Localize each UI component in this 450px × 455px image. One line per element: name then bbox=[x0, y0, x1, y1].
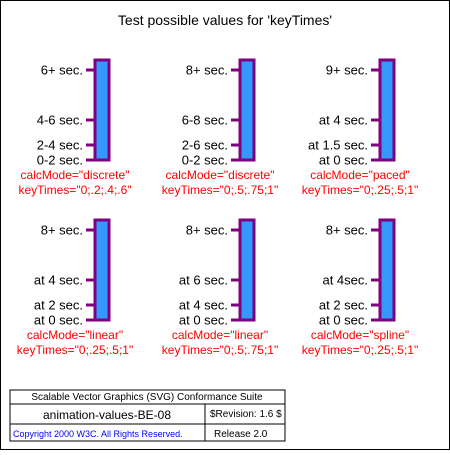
time-label: at 0 sec. bbox=[319, 313, 368, 328]
copyright-link[interactable]: Copyright 2000 W3C. All Rights Reserved. bbox=[13, 429, 183, 439]
value-bar bbox=[238, 58, 256, 162]
value-bar bbox=[378, 218, 396, 322]
time-label: at 0 sec. bbox=[34, 313, 83, 328]
calc-mode-caption: calcMode="discrete" bbox=[166, 168, 275, 182]
time-label: 6-8 sec. bbox=[182, 113, 228, 128]
key-times-caption: keyTimes="0;.25;.5;1" bbox=[302, 343, 418, 357]
time-label: 6+ sec. bbox=[41, 63, 83, 78]
value-bar bbox=[378, 58, 396, 162]
time-label: 2-6 sec. bbox=[182, 138, 228, 153]
conformance-info-box: Scalable Vector Graphics (SVG) Conforman… bbox=[9, 389, 286, 442]
test-panel: 8+ sec. at 6 sec. at 4 sec.at 0 sec.calcMo… bbox=[162, 218, 278, 357]
key-times-caption: keyTimes="0;.25;.5;1" bbox=[17, 343, 133, 357]
info-box-frame bbox=[9, 389, 286, 442]
time-label: at 0 sec. bbox=[179, 313, 228, 328]
calc-mode-caption: calcMode="linear" bbox=[27, 328, 123, 342]
time-label: at 4sec. bbox=[322, 273, 368, 288]
calc-mode-caption: calcMode="linear" bbox=[172, 328, 268, 342]
test-panel: 8+ sec. at 4 sec. at 2 sec.at 0 sec.calcMo… bbox=[17, 218, 133, 357]
key-times-caption: keyTimes="0;.25;.5;1" bbox=[302, 183, 418, 197]
time-label: at 1.5 sec. bbox=[308, 138, 368, 153]
key-times-caption: keyTimes="0;.2;.4;.6" bbox=[18, 183, 131, 197]
time-label: at 4 sec. bbox=[34, 273, 83, 288]
calc-mode-caption: calcMode="spline" bbox=[311, 328, 409, 342]
test-name: animation-values-BE-08 bbox=[43, 408, 171, 422]
time-label: at 4 sec. bbox=[319, 113, 368, 128]
test-panel: 8+ sec. 6-8 sec. 2-6 sec.0-2 sec.calcMode=… bbox=[162, 58, 278, 197]
time-label: 4-6 sec. bbox=[37, 113, 83, 128]
time-label: at 0 sec. bbox=[319, 153, 368, 168]
key-times-caption: keyTimes="0;.5;.75;1" bbox=[162, 343, 278, 357]
test-panel: 6+ sec. 4-6 sec. 2-4 sec.0-2 sec.calcMode=… bbox=[18, 58, 132, 197]
test-panel: 8+ sec. at 4sec. at 2 sec.at 0 sec.calcMod… bbox=[302, 218, 418, 357]
test-panel: 9+ sec. at 4 sec. at 1.5 sec.at 0 sec.calc… bbox=[302, 58, 418, 197]
calc-mode-caption: calcMode="discrete" bbox=[21, 168, 130, 182]
suite-name: Scalable Vector Graphics (SVG) Conforman… bbox=[31, 392, 263, 403]
key-times-caption: keyTimes="0;.5;.75;1" bbox=[162, 183, 278, 197]
time-label: 8+ sec. bbox=[186, 63, 228, 78]
value-bar bbox=[93, 218, 111, 322]
time-label: at 4 sec. bbox=[179, 298, 228, 313]
time-label: 8+ sec. bbox=[41, 223, 83, 238]
time-label: 0-2 sec. bbox=[182, 153, 228, 168]
time-label: 0-2 sec. bbox=[37, 153, 83, 168]
test-panels: 6+ sec.4-6 sec.2-4 sec.0-2 sec.calcMode=… bbox=[17, 58, 418, 357]
time-label: 8+ sec. bbox=[326, 223, 368, 238]
time-label: at 2 sec. bbox=[34, 298, 83, 313]
page-title: Test possible values for 'keyTimes' bbox=[118, 12, 332, 28]
time-label: at 2 sec. bbox=[319, 298, 368, 313]
value-bar bbox=[238, 218, 256, 322]
time-label: 9+ sec. bbox=[326, 63, 368, 78]
calc-mode-caption: calcMode="paced" bbox=[310, 168, 410, 182]
value-bar bbox=[93, 58, 111, 162]
revision-label: $Revision: 1.6 $ bbox=[210, 409, 282, 420]
time-label: 8+ sec. bbox=[186, 223, 228, 238]
release-label: Release 2.0 bbox=[214, 429, 268, 440]
time-label: 2-4 sec. bbox=[37, 138, 83, 153]
time-label: at 6 sec. bbox=[179, 273, 228, 288]
